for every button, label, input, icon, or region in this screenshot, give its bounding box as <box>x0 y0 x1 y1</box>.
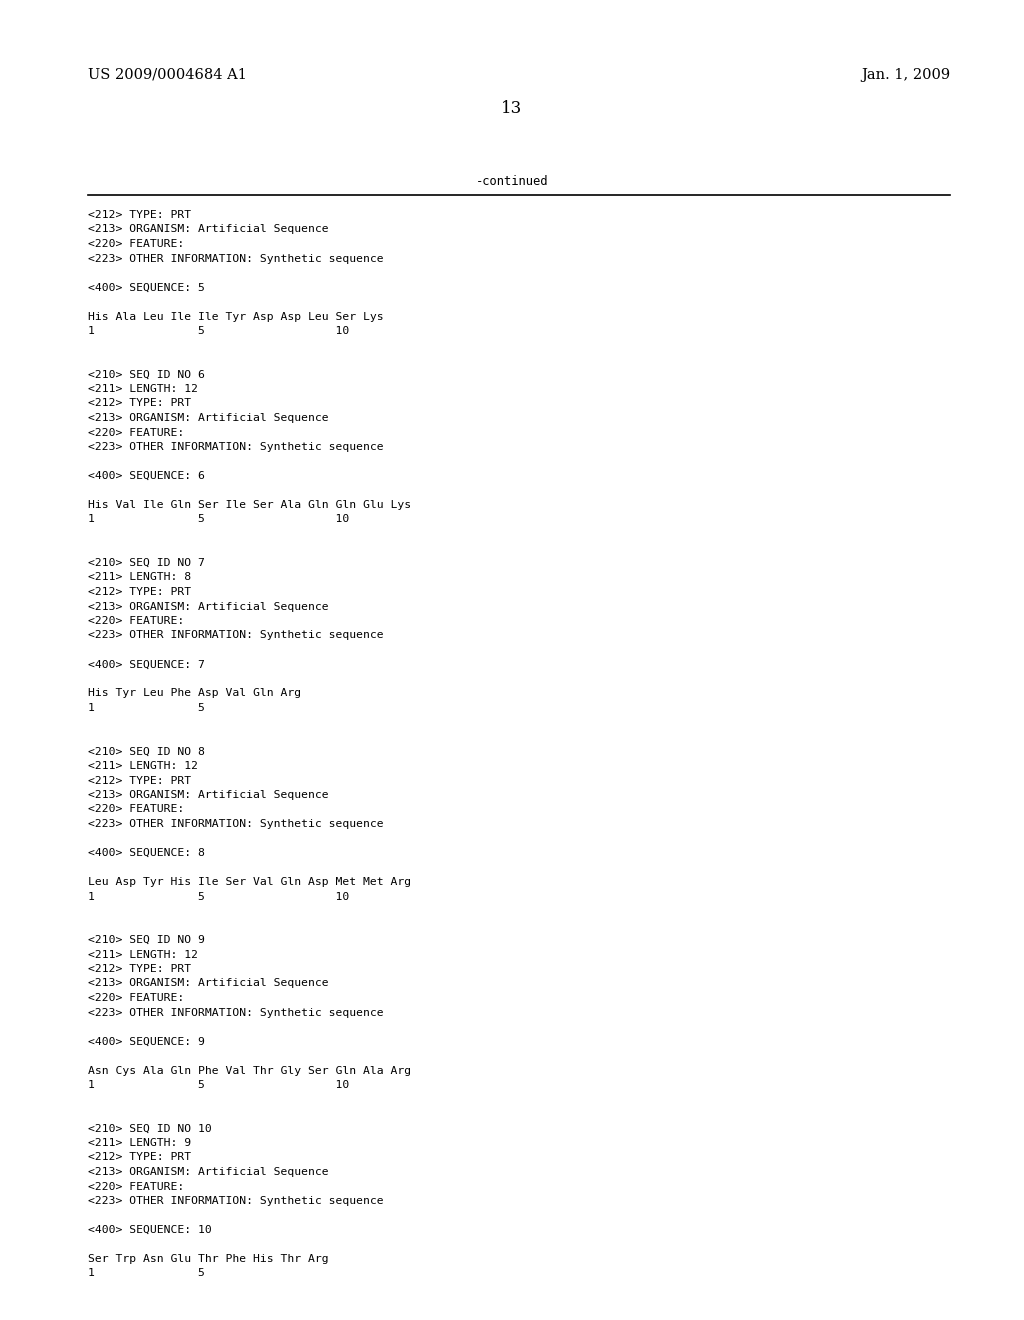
Text: <213> ORGANISM: Artificial Sequence: <213> ORGANISM: Artificial Sequence <box>88 978 329 989</box>
Text: <400> SEQUENCE: 9: <400> SEQUENCE: 9 <box>88 1036 205 1047</box>
Text: <211> LENGTH: 12: <211> LENGTH: 12 <box>88 384 198 393</box>
Text: 13: 13 <box>502 100 522 117</box>
Text: <223> OTHER INFORMATION: Synthetic sequence: <223> OTHER INFORMATION: Synthetic seque… <box>88 253 384 264</box>
Text: 1               5                   10: 1 5 10 <box>88 1080 349 1090</box>
Text: <210> SEQ ID NO 10: <210> SEQ ID NO 10 <box>88 1123 212 1134</box>
Text: <400> SEQUENCE: 6: <400> SEQUENCE: 6 <box>88 471 205 480</box>
Text: <211> LENGTH: 12: <211> LENGTH: 12 <box>88 762 198 771</box>
Text: <213> ORGANISM: Artificial Sequence: <213> ORGANISM: Artificial Sequence <box>88 224 329 235</box>
Text: 1               5: 1 5 <box>88 1269 205 1279</box>
Text: Asn Cys Ala Gln Phe Val Thr Gly Ser Gln Ala Arg: Asn Cys Ala Gln Phe Val Thr Gly Ser Gln … <box>88 1065 411 1076</box>
Text: <210> SEQ ID NO 8: <210> SEQ ID NO 8 <box>88 747 205 756</box>
Text: <213> ORGANISM: Artificial Sequence: <213> ORGANISM: Artificial Sequence <box>88 1167 329 1177</box>
Text: <212> TYPE: PRT: <212> TYPE: PRT <box>88 210 191 220</box>
Text: <223> OTHER INFORMATION: Synthetic sequence: <223> OTHER INFORMATION: Synthetic seque… <box>88 631 384 640</box>
Text: US 2009/0004684 A1: US 2009/0004684 A1 <box>88 69 247 82</box>
Text: Jan. 1, 2009: Jan. 1, 2009 <box>861 69 950 82</box>
Text: His Val Ile Gln Ser Ile Ser Ala Gln Gln Glu Lys: His Val Ile Gln Ser Ile Ser Ala Gln Gln … <box>88 500 411 510</box>
Text: <220> FEATURE:: <220> FEATURE: <box>88 428 184 437</box>
Text: <400> SEQUENCE: 10: <400> SEQUENCE: 10 <box>88 1225 212 1236</box>
Text: <400> SEQUENCE: 5: <400> SEQUENCE: 5 <box>88 282 205 293</box>
Text: 1               5                   10: 1 5 10 <box>88 515 349 524</box>
Text: <212> TYPE: PRT: <212> TYPE: PRT <box>88 964 191 974</box>
Text: <213> ORGANISM: Artificial Sequence: <213> ORGANISM: Artificial Sequence <box>88 602 329 611</box>
Text: <212> TYPE: PRT: <212> TYPE: PRT <box>88 1152 191 1163</box>
Text: <400> SEQUENCE: 7: <400> SEQUENCE: 7 <box>88 660 205 669</box>
Text: <211> LENGTH: 9: <211> LENGTH: 9 <box>88 1138 191 1148</box>
Text: <223> OTHER INFORMATION: Synthetic sequence: <223> OTHER INFORMATION: Synthetic seque… <box>88 818 384 829</box>
Text: <211> LENGTH: 8: <211> LENGTH: 8 <box>88 573 191 582</box>
Text: <223> OTHER INFORMATION: Synthetic sequence: <223> OTHER INFORMATION: Synthetic seque… <box>88 1196 384 1206</box>
Text: <210> SEQ ID NO 6: <210> SEQ ID NO 6 <box>88 370 205 380</box>
Text: <212> TYPE: PRT: <212> TYPE: PRT <box>88 587 191 597</box>
Text: <212> TYPE: PRT: <212> TYPE: PRT <box>88 399 191 408</box>
Text: <220> FEATURE:: <220> FEATURE: <box>88 993 184 1003</box>
Text: <213> ORGANISM: Artificial Sequence: <213> ORGANISM: Artificial Sequence <box>88 413 329 422</box>
Text: Leu Asp Tyr His Ile Ser Val Gln Asp Met Met Arg: Leu Asp Tyr His Ile Ser Val Gln Asp Met … <box>88 876 411 887</box>
Text: <213> ORGANISM: Artificial Sequence: <213> ORGANISM: Artificial Sequence <box>88 789 329 800</box>
Text: <211> LENGTH: 12: <211> LENGTH: 12 <box>88 949 198 960</box>
Text: His Ala Leu Ile Ile Tyr Asp Asp Leu Ser Lys: His Ala Leu Ile Ile Tyr Asp Asp Leu Ser … <box>88 312 384 322</box>
Text: -continued: -continued <box>476 176 548 187</box>
Text: <400> SEQUENCE: 8: <400> SEQUENCE: 8 <box>88 847 205 858</box>
Text: Ser Trp Asn Glu Thr Phe His Thr Arg: Ser Trp Asn Glu Thr Phe His Thr Arg <box>88 1254 329 1265</box>
Text: <212> TYPE: PRT: <212> TYPE: PRT <box>88 776 191 785</box>
Text: <220> FEATURE:: <220> FEATURE: <box>88 239 184 249</box>
Text: His Tyr Leu Phe Asp Val Gln Arg: His Tyr Leu Phe Asp Val Gln Arg <box>88 689 301 698</box>
Text: <220> FEATURE:: <220> FEATURE: <box>88 1181 184 1192</box>
Text: 1               5                   10: 1 5 10 <box>88 891 349 902</box>
Text: <220> FEATURE:: <220> FEATURE: <box>88 804 184 814</box>
Text: <220> FEATURE:: <220> FEATURE: <box>88 616 184 626</box>
Text: <223> OTHER INFORMATION: Synthetic sequence: <223> OTHER INFORMATION: Synthetic seque… <box>88 1007 384 1018</box>
Text: 1               5                   10: 1 5 10 <box>88 326 349 337</box>
Text: <210> SEQ ID NO 7: <210> SEQ ID NO 7 <box>88 558 205 568</box>
Text: <210> SEQ ID NO 9: <210> SEQ ID NO 9 <box>88 935 205 945</box>
Text: 1               5: 1 5 <box>88 704 205 713</box>
Text: <223> OTHER INFORMATION: Synthetic sequence: <223> OTHER INFORMATION: Synthetic seque… <box>88 442 384 451</box>
